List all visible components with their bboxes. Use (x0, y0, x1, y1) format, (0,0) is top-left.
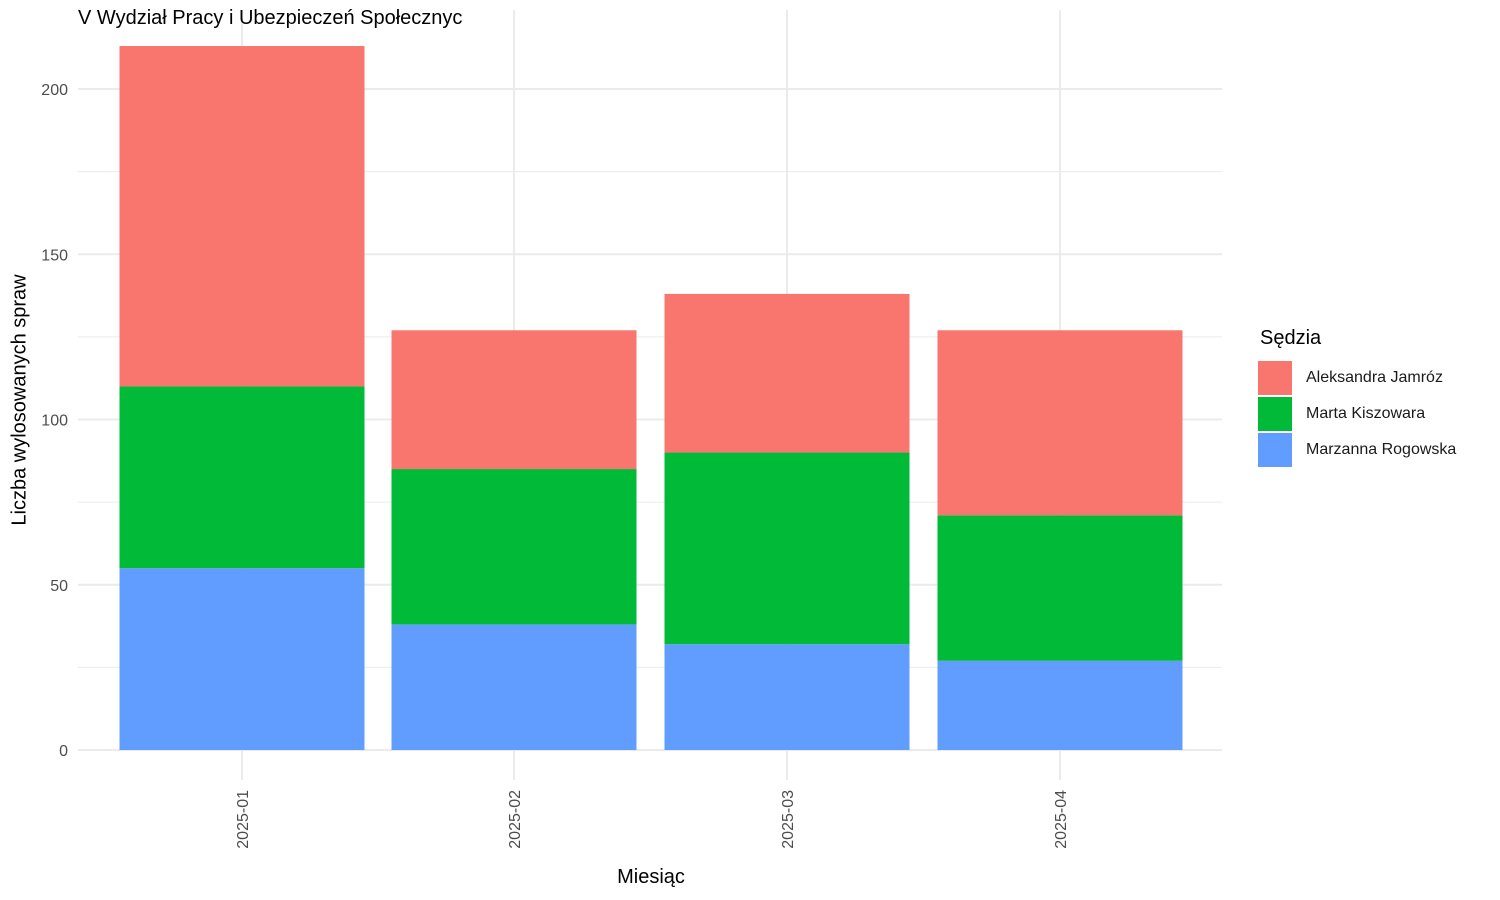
legend-item: Marzanna Rogowska (1258, 432, 1456, 468)
bar-segment: Marta Kiszowara: 55 (119, 386, 365, 569)
bar-segment: Marta Kiszowara: 44 (937, 515, 1183, 661)
legend: Sędzia Aleksandra Jamróz Marta Kiszowara M… (1258, 327, 1456, 468)
x-tick-label: 2025-04 (1053, 790, 1070, 849)
bar-segment: Marzanna Rogowska: 32 (664, 644, 910, 750)
x-tick-label: 2025-03 (780, 790, 797, 849)
bar-segment: Aleksandra Jamróz: 56 (937, 330, 1183, 516)
x-tick-label: 2025-01 (235, 790, 252, 849)
x-axis-label: Miesiąc (617, 866, 685, 888)
y-tick-label: 50 (50, 578, 68, 595)
legend-label: Marta Kiszowara (1306, 405, 1426, 422)
legend-swatch (1258, 433, 1292, 467)
y-tick-label: 150 (41, 247, 68, 264)
legend-item: Marta Kiszowara (1258, 396, 1456, 432)
chart-title: V Wydział Pracy i Ubezpieczeń Społecznyc (78, 7, 463, 29)
bar-segment: Aleksandra Jamróz: 48 (664, 293, 910, 453)
legend-label: Aleksandra Jamróz (1306, 369, 1443, 386)
bar-segment: Marzanna Rogowska: 27 (937, 660, 1183, 750)
bar-segment: Marta Kiszowara: 58 (664, 452, 910, 645)
bar-segment: Aleksandra Jamróz: 103 (119, 46, 365, 387)
bar-segment: Marta Kiszowara: 47 (391, 469, 637, 625)
legend-item: Aleksandra Jamróz (1258, 360, 1456, 396)
legend-title: Sędzia (1260, 327, 1322, 349)
bar-segment: Marzanna Rogowska: 55 (119, 568, 365, 750)
bar-segment: Marzanna Rogowska: 38 (391, 624, 637, 750)
x-tick-label: 2025-02 (507, 790, 524, 849)
legend-label: Marzanna Rogowska (1306, 441, 1457, 458)
y-tick-label: 200 (41, 82, 68, 99)
y-tick-label: 100 (41, 413, 68, 430)
y-axis-label: Liczba wylosowanych spraw (8, 274, 31, 526)
legend-items: Aleksandra Jamróz Marta Kiszowara Marzanna… (1258, 360, 1456, 468)
y-tick-label: 0 (59, 743, 68, 760)
bar-segment: Aleksandra Jamróz: 42 (391, 330, 637, 470)
legend-swatch (1258, 361, 1292, 395)
legend-swatch (1258, 397, 1292, 431)
